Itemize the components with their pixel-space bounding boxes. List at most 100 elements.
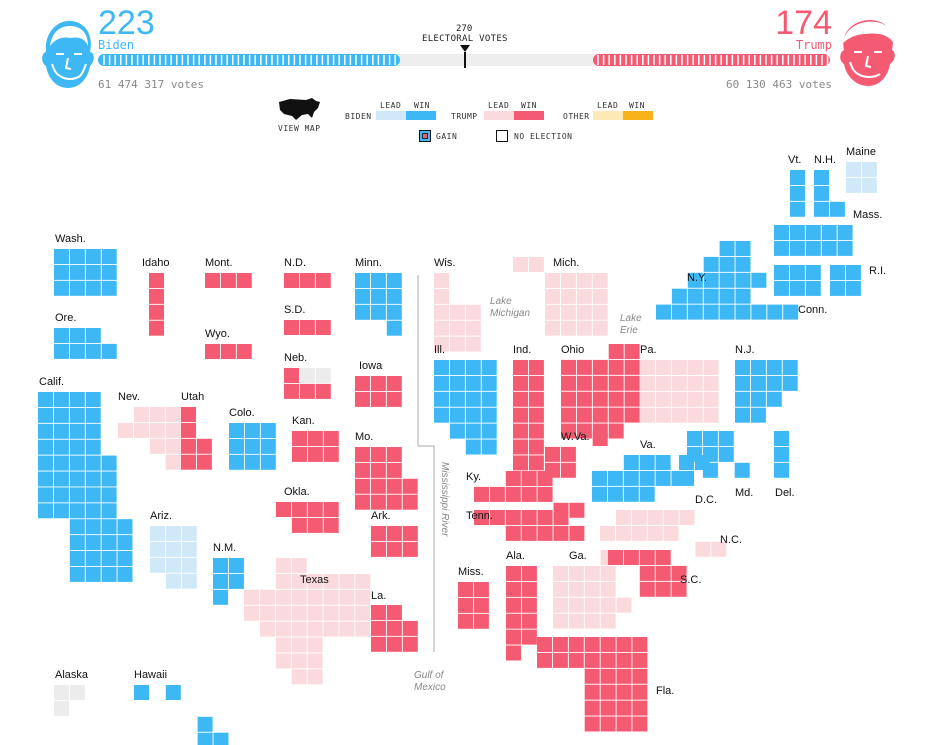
state-tile[interactable]: [584, 700, 600, 716]
state-tile[interactable]: [687, 272, 703, 288]
state-tile[interactable]: [38, 471, 53, 487]
state-tile[interactable]: [561, 359, 576, 375]
state-tile[interactable]: [133, 422, 149, 438]
state-tile[interactable]: [434, 304, 449, 320]
state-tile[interactable]: [355, 462, 370, 478]
state-tile[interactable]: [679, 455, 694, 470]
state-mo[interactable]: [355, 447, 418, 510]
state-ala[interactable]: [506, 566, 537, 661]
state-tile[interactable]: [671, 407, 687, 423]
state-tile[interactable]: [370, 447, 386, 462]
state-tile[interactable]: [805, 225, 821, 240]
state-tile[interactable]: [117, 551, 133, 566]
state-tile[interactable]: [85, 407, 101, 423]
state-tile[interactable]: [560, 462, 576, 478]
state-tile[interactable]: [386, 526, 402, 541]
state-tile[interactable]: [323, 589, 339, 605]
state-tile[interactable]: [69, 392, 85, 407]
state-tile[interactable]: [845, 265, 861, 280]
state-tile[interactable]: [291, 605, 307, 621]
state-ariz[interactable]: [150, 526, 197, 589]
state-tile[interactable]: [600, 684, 616, 700]
state-tile[interactable]: [244, 589, 259, 605]
state-tile[interactable]: [355, 376, 370, 391]
state-tile[interactable]: [69, 487, 85, 503]
state-tile[interactable]: [101, 535, 117, 551]
state-tile[interactable]: [85, 471, 101, 487]
state-tile[interactable]: [229, 423, 244, 438]
state-tile[interactable]: [38, 423, 53, 439]
state-tile[interactable]: [449, 304, 465, 320]
state-tile[interactable]: [101, 487, 117, 503]
state-tile[interactable]: [134, 685, 149, 700]
state-tile[interactable]: [196, 454, 212, 470]
state-tile[interactable]: [592, 359, 608, 375]
state-tile[interactable]: [323, 517, 339, 533]
state-tile[interactable]: [323, 431, 339, 446]
state-tile[interactable]: [821, 240, 837, 256]
state-tile[interactable]: [465, 375, 481, 391]
state-tile[interactable]: [449, 375, 465, 391]
state-tile[interactable]: [69, 439, 85, 455]
state-tile[interactable]: [434, 360, 449, 375]
state-tile[interactable]: [38, 455, 53, 471]
state-tile[interactable]: [101, 566, 117, 582]
state-tile[interactable]: [774, 265, 789, 280]
state-tile[interactable]: [584, 565, 600, 581]
state-tile[interactable]: [608, 344, 624, 359]
state-tile[interactable]: [150, 541, 165, 557]
state-tile[interactable]: [370, 391, 386, 407]
state-tile[interactable]: [616, 668, 632, 684]
state-tile[interactable]: [592, 391, 608, 407]
state-tile[interactable]: [101, 551, 117, 566]
state-tile[interactable]: [370, 288, 386, 304]
state-tile[interactable]: [69, 280, 85, 296]
state-tile[interactable]: [584, 684, 600, 700]
state-tile[interactable]: [679, 510, 695, 525]
state-tile[interactable]: [69, 407, 85, 423]
state-tile[interactable]: [505, 471, 521, 486]
state-tile[interactable]: [118, 422, 133, 438]
state-tile[interactable]: [528, 455, 544, 471]
state-tile[interactable]: [789, 225, 805, 240]
state-tile[interactable]: [846, 177, 861, 193]
state-tile[interactable]: [149, 320, 164, 336]
state-tile[interactable]: [307, 502, 323, 517]
state-tile[interactable]: [521, 486, 537, 502]
state-tile[interactable]: [687, 360, 703, 375]
state-tile[interactable]: [53, 487, 69, 503]
state-tile[interactable]: [38, 487, 53, 503]
state-tile[interactable]: [85, 455, 101, 471]
state-tile[interactable]: [576, 407, 592, 423]
state-tile[interactable]: [513, 439, 528, 455]
state-tile[interactable]: [600, 613, 616, 629]
state-tenn[interactable]: [474, 510, 585, 541]
state-tile[interactable]: [735, 375, 750, 391]
state-tile[interactable]: [576, 423, 592, 439]
state-tile[interactable]: [181, 557, 197, 573]
state-tile[interactable]: [244, 605, 259, 621]
state-tile[interactable]: [323, 446, 339, 462]
state-tile[interactable]: [465, 320, 481, 336]
state-tile[interactable]: [449, 320, 465, 336]
state-tile[interactable]: [687, 304, 703, 320]
state-tile[interactable]: [53, 423, 69, 439]
state-tile[interactable]: [805, 280, 821, 296]
state-tile[interactable]: [640, 407, 655, 423]
state-tile[interactable]: [149, 422, 165, 438]
state-tile[interactable]: [165, 557, 181, 573]
state-tile[interactable]: [513, 455, 528, 471]
state-tile[interactable]: [402, 494, 418, 510]
state-vt[interactable]: [790, 170, 805, 217]
state-tile[interactable]: [85, 535, 101, 551]
state-tile[interactable]: [608, 407, 624, 423]
state-tile[interactable]: [315, 383, 331, 399]
state-tile[interactable]: [703, 375, 719, 391]
state-tile[interactable]: [782, 360, 798, 375]
state-tile[interactable]: [584, 613, 600, 629]
state-tile[interactable]: [101, 503, 117, 519]
state-tile[interactable]: [275, 558, 291, 573]
state-tile[interactable]: [639, 455, 655, 470]
state-tile[interactable]: [711, 541, 727, 557]
state-tile[interactable]: [434, 391, 449, 407]
